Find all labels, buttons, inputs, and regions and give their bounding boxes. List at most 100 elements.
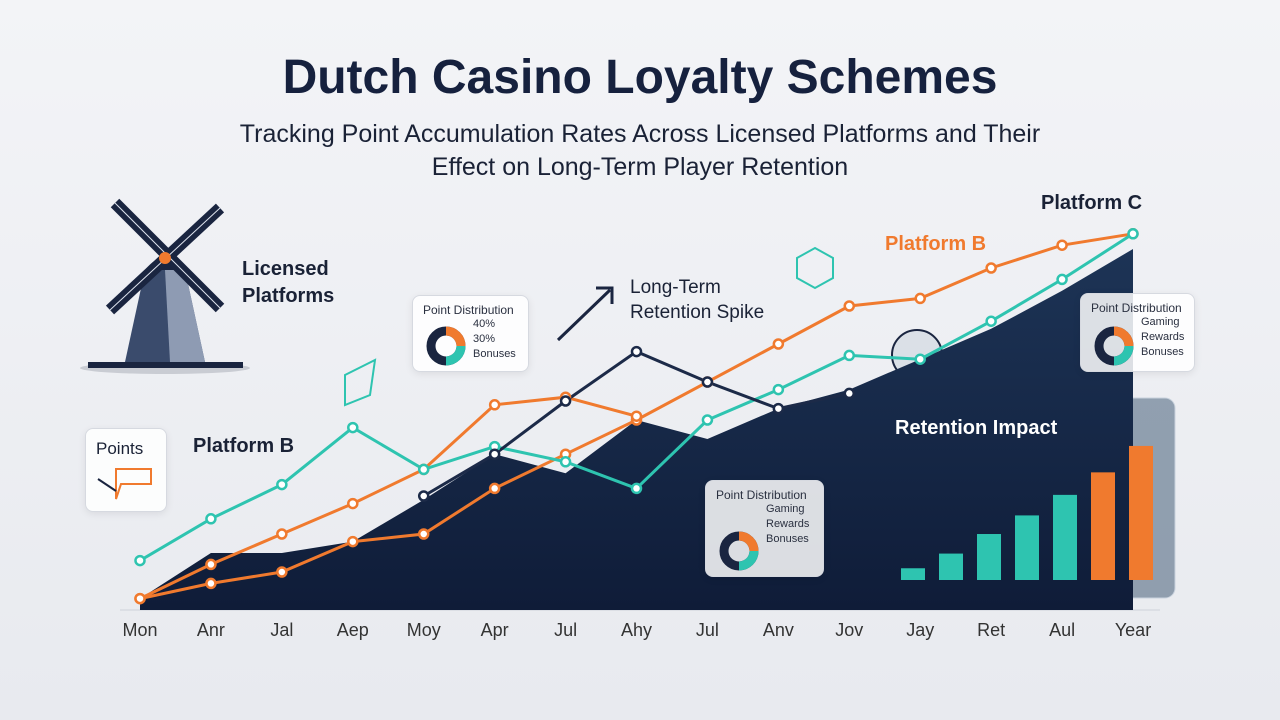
marker: [985, 262, 997, 274]
x-tick-label: Apr: [481, 620, 509, 640]
marker: [985, 315, 997, 327]
bar: [901, 568, 925, 580]
x-tick-label: Mon: [122, 620, 157, 640]
marker: [134, 554, 146, 567]
bar: [1129, 445, 1153, 580]
marker: [843, 387, 856, 400]
marker: [488, 399, 501, 411]
marker: [276, 528, 288, 540]
bar: [1015, 515, 1039, 580]
marker: [630, 482, 643, 495]
donut-slice: [738, 531, 759, 552]
x-tick-label: Aep: [337, 620, 369, 640]
x-tick-label: Year: [1115, 620, 1151, 640]
distribution-card: Point Distribution Gaming Rewards Bonuses: [705, 480, 824, 577]
annotation: Platform B: [885, 233, 987, 255]
marker: [1056, 273, 1068, 286]
annotation: Long-Term Retention Spike: [630, 277, 765, 323]
marker: [417, 528, 430, 540]
arrow-head: [596, 286, 614, 304]
card-item: Gaming: [1141, 316, 1180, 328]
bar: [1053, 494, 1077, 580]
marker: [488, 482, 501, 495]
area: [140, 249, 1133, 610]
marker: [701, 414, 714, 426]
marker: [205, 577, 217, 590]
x-tick-label: Jul: [696, 620, 719, 640]
marker: [205, 558, 217, 571]
donut-slice: [738, 550, 759, 571]
x-tick-label: Ahy: [621, 620, 652, 640]
panel-title: Retention Impact: [895, 417, 1058, 439]
marker: [559, 395, 572, 407]
marker: [559, 456, 572, 468]
subtitle: Tracking Point Accumulation Rates Across…: [239, 120, 1041, 181]
marker: [914, 292, 926, 305]
card-item: Bonuses: [1141, 346, 1184, 358]
x-tick-label: Aul: [1049, 620, 1075, 640]
card-item: Bonuses: [473, 348, 516, 360]
card-item: Bonuses: [766, 533, 809, 545]
bar: [939, 553, 963, 580]
marker: [701, 376, 714, 388]
distribution-card: Point Distribution Gaming Rewards Bonuses: [1080, 293, 1195, 372]
marker: [772, 383, 785, 396]
marker: [134, 592, 146, 605]
marker: [205, 513, 217, 525]
points-icon: [97, 468, 152, 500]
marker: [772, 338, 785, 350]
donut-icon: [426, 326, 466, 366]
card-item: 30%: [473, 333, 496, 345]
marker: [630, 345, 643, 358]
x-tick-label: Ret: [977, 620, 1005, 640]
marker: [772, 402, 785, 415]
bar: [977, 534, 1001, 580]
marker: [630, 410, 643, 422]
card-item: Gaming: [766, 503, 805, 515]
marker: [347, 421, 359, 434]
x-tick-label: Anr: [197, 620, 225, 640]
marker: [488, 448, 501, 460]
donut-icon: [719, 531, 759, 571]
x-tick-label: Jay: [906, 620, 934, 640]
donut-slice: [1113, 326, 1134, 347]
card-title: Point Distribution: [716, 488, 807, 502]
x-tick-label: Jal: [270, 620, 293, 640]
card-title: Point Distribution: [1091, 301, 1182, 315]
annotation: Platform C: [1041, 192, 1143, 214]
distribution-card: Point Distribution 40% 30% Bonuses: [412, 295, 529, 372]
annotation: Platform B: [193, 435, 295, 457]
marker: [417, 490, 430, 502]
points-card: Points: [85, 428, 167, 512]
arrow: [556, 288, 612, 342]
title: Dutch Casino Loyalty Schemes: [282, 51, 998, 104]
card-title: Point Distribution: [423, 303, 514, 317]
x-tick-label: Jov: [835, 620, 863, 640]
marker: [1127, 228, 1139, 240]
marker: [347, 535, 359, 548]
card-item: 40%: [473, 318, 496, 330]
line: [139, 395, 637, 600]
bar: [1091, 472, 1115, 580]
marker: [1056, 239, 1068, 251]
points-label: Points: [96, 439, 144, 458]
windmill: [80, 198, 250, 374]
donut-slice: [445, 326, 466, 347]
x-tick-label: Moy: [407, 620, 441, 640]
donut-slice: [1113, 345, 1134, 366]
x-tick-label: Jul: [554, 620, 577, 640]
donut-icon: [1094, 326, 1134, 366]
marker: [276, 566, 288, 578]
marker: [347, 497, 359, 510]
donut-slice: [445, 345, 466, 366]
card-item: Rewards: [1141, 331, 1185, 343]
card-item: Rewards: [766, 518, 810, 530]
marker: [417, 463, 430, 476]
marker: [843, 300, 856, 312]
marker: [843, 349, 856, 362]
marker: [914, 353, 926, 365]
marker: [276, 478, 288, 491]
side-label: Licensed Platforms: [242, 258, 335, 307]
